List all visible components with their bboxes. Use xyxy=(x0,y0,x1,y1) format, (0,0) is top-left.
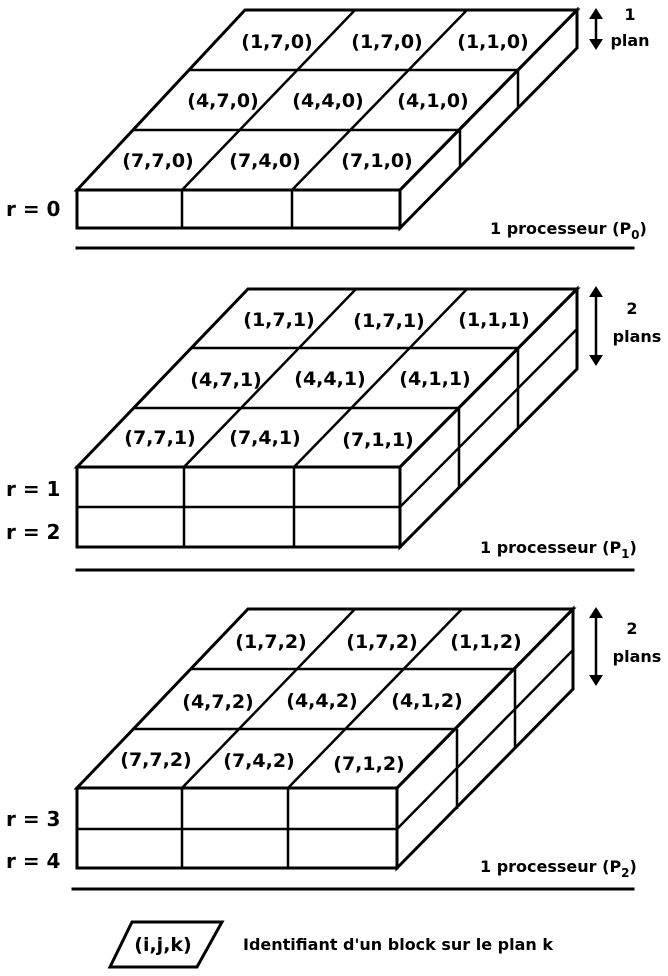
cell-label: (1,7,2) xyxy=(346,631,417,653)
block-0-grid-col xyxy=(181,9,356,191)
cell-label: (7,1,0) xyxy=(341,150,412,172)
cell-label: (7,7,2) xyxy=(120,749,191,771)
plan-count-label: 2 xyxy=(626,619,637,638)
plan-count-label: plans xyxy=(613,647,662,666)
block-2: (1,7,2) (1,7,2) (1,1,2) (4,7,2) (4,4,2) … xyxy=(6,605,662,891)
block-2-grid-col xyxy=(287,608,463,789)
legend-symbol: (i,j,k) xyxy=(134,934,191,956)
cell-label: (1,7,1) xyxy=(243,309,314,331)
cell-label: (4,7,2) xyxy=(182,691,253,713)
rank-label: r = 4 xyxy=(6,849,60,873)
block-2-layer-divider xyxy=(396,649,574,830)
block-2-grid-col xyxy=(181,608,356,789)
processor-label: 1 processeur (P2) xyxy=(480,857,637,880)
block-1-layer-divider xyxy=(399,328,578,508)
cell-label: (7,1,1) xyxy=(342,429,413,451)
legend-parallelogram-icon xyxy=(107,920,225,969)
cell-label: (4,7,1) xyxy=(190,369,261,391)
cell-label: (7,7,1) xyxy=(124,427,195,449)
cell-label: (1,7,1) xyxy=(353,310,424,332)
plan-count-label: plan xyxy=(610,31,649,50)
cell-label: (1,1,2) xyxy=(450,631,521,653)
legend: (i,j,k) Identifiant d'un block sur le pl… xyxy=(107,920,553,969)
plan-count-label: 1 xyxy=(624,5,635,24)
cell-label: (7,4,2) xyxy=(223,750,294,772)
cell-label: (1,1,1) xyxy=(458,309,529,331)
cell-label: (4,7,0) xyxy=(187,90,258,112)
cell-label: (1,7,0) xyxy=(241,31,312,53)
cell-label: (1,7,2) xyxy=(235,631,306,653)
cell-label: (7,4,0) xyxy=(229,150,300,172)
plan-count-label: plans xyxy=(613,327,662,346)
block-1: (1,7,1) (1,7,1) (1,1,1) (4,7,1) (4,4,1) … xyxy=(6,285,662,572)
block-0-grid-col xyxy=(291,9,468,191)
block-2-right-face xyxy=(395,605,575,872)
rank-label: r = 2 xyxy=(6,520,60,544)
cell-label: (4,1,0) xyxy=(397,90,468,112)
rank-label: r = 1 xyxy=(6,477,60,501)
cell-label: (4,1,1) xyxy=(399,368,470,390)
double-arrow-icon xyxy=(589,8,603,50)
block-1-grid-col xyxy=(293,288,468,468)
cell-label: (1,7,0) xyxy=(351,31,422,53)
cell-label: (7,1,2) xyxy=(333,753,404,775)
cell-label: (4,4,2) xyxy=(286,690,357,712)
cell-label: (4,4,0) xyxy=(292,90,363,112)
cell-label: (7,4,1) xyxy=(229,427,300,449)
double-arrow-icon xyxy=(589,286,603,366)
cell-label: (4,4,1) xyxy=(294,368,365,390)
cell-label: (1,1,0) xyxy=(457,31,528,53)
block-0: (1,7,0) (1,7,0) (1,1,0) (4,7,0) (4,4,0) … xyxy=(6,5,650,250)
processor-label: 1 processeur (P1) xyxy=(480,538,637,561)
block-0-front-face xyxy=(75,188,402,230)
rank-label: r = 3 xyxy=(6,807,60,831)
block-1-grid-col xyxy=(183,288,357,468)
cell-label: (4,1,2) xyxy=(391,690,462,712)
processor-label: 1 processeur (P0) xyxy=(490,219,647,242)
plan-count-label: 2 xyxy=(626,299,637,318)
rank-label: r = 0 xyxy=(6,197,60,221)
cell-label: (7,7,0) xyxy=(122,150,193,172)
double-arrow-icon xyxy=(589,607,603,686)
legend-text: Identifiant d'un block sur le plan k xyxy=(243,935,553,954)
